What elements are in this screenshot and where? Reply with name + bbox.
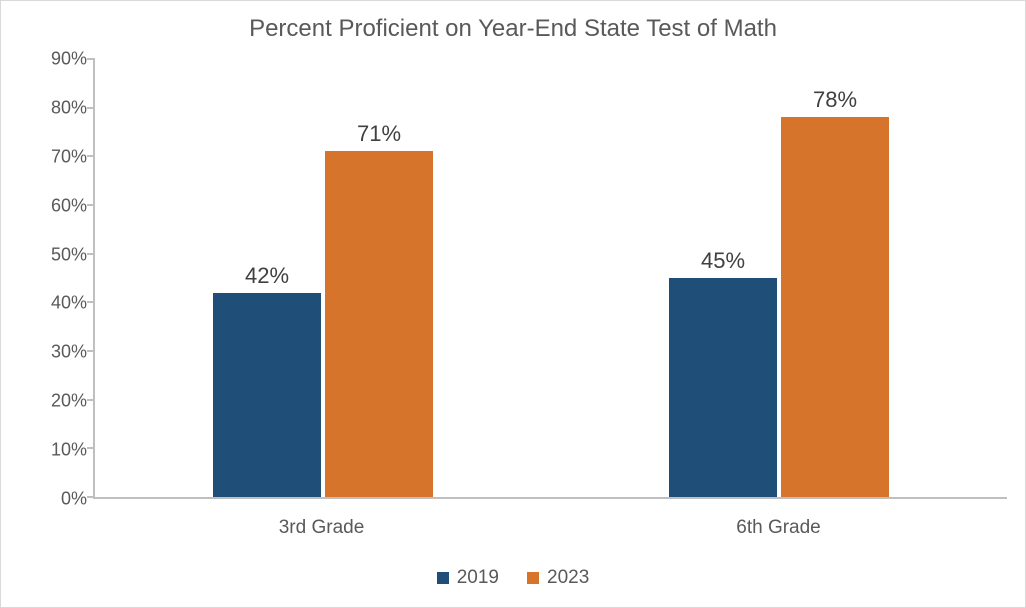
- legend-label: 2019: [457, 567, 499, 589]
- y-axis-tick-mark: [87, 155, 95, 157]
- y-axis-tick-label: 10%: [51, 440, 87, 461]
- x-axis-category-label: 3rd Grade: [93, 517, 550, 539]
- y-axis-tick-mark: [87, 350, 95, 352]
- y-axis-tick-label: 50%: [51, 244, 87, 265]
- y-axis-tick-mark: [87, 204, 95, 206]
- y-axis-tick-label: 20%: [51, 391, 87, 412]
- y-axis-tick-mark: [87, 301, 95, 303]
- x-axis-category-label: 6th Grade: [550, 517, 1007, 539]
- bar-groups: 42%71%45%78%: [95, 59, 1007, 497]
- legend-swatch: [527, 572, 539, 584]
- plot-area: 42%71%45%78%: [93, 59, 1007, 499]
- bar: 71%: [325, 151, 433, 497]
- bar: 78%: [781, 117, 889, 497]
- y-axis-tick-label: 80%: [51, 97, 87, 118]
- y-axis-tick-label: 0%: [61, 489, 87, 510]
- plot-row: 0%10%20%30%40%50%60%70%80%90% 42%71%45%7…: [19, 59, 1007, 499]
- bar-group: 45%78%: [551, 59, 1007, 497]
- y-axis: 0%10%20%30%40%50%60%70%80%90%: [19, 59, 93, 499]
- bar-group: 42%71%: [95, 59, 551, 497]
- bar-data-label: 71%: [357, 121, 401, 147]
- y-axis-tick-label: 40%: [51, 293, 87, 314]
- y-axis-tick-label: 70%: [51, 146, 87, 167]
- y-axis-tick-mark: [87, 496, 95, 498]
- y-axis-tick-mark: [87, 253, 95, 255]
- bar: 42%: [213, 293, 321, 497]
- legend-item: 2023: [527, 567, 589, 589]
- y-axis-tick-mark: [87, 107, 95, 109]
- bar-data-label: 78%: [813, 87, 857, 113]
- chart-container: Percent Proficient on Year-End State Tes…: [0, 0, 1026, 608]
- y-axis-tick-label: 90%: [51, 49, 87, 70]
- bar-data-label: 42%: [245, 263, 289, 289]
- chart-title: Percent Proficient on Year-End State Tes…: [1, 1, 1025, 49]
- legend-item: 2019: [437, 567, 499, 589]
- y-axis-tick-mark: [87, 58, 95, 60]
- bar-data-label: 45%: [701, 248, 745, 274]
- legend: 2019 2023: [1, 567, 1025, 589]
- y-axis-tick-label: 30%: [51, 342, 87, 363]
- bar: 45%: [669, 278, 777, 497]
- y-axis-tick-mark: [87, 399, 95, 401]
- y-axis-tick-mark: [87, 447, 95, 449]
- legend-label: 2023: [547, 567, 589, 589]
- x-axis-labels: 3rd Grade6th Grade: [93, 517, 1007, 539]
- legend-swatch: [437, 572, 449, 584]
- y-axis-tick-label: 60%: [51, 195, 87, 216]
